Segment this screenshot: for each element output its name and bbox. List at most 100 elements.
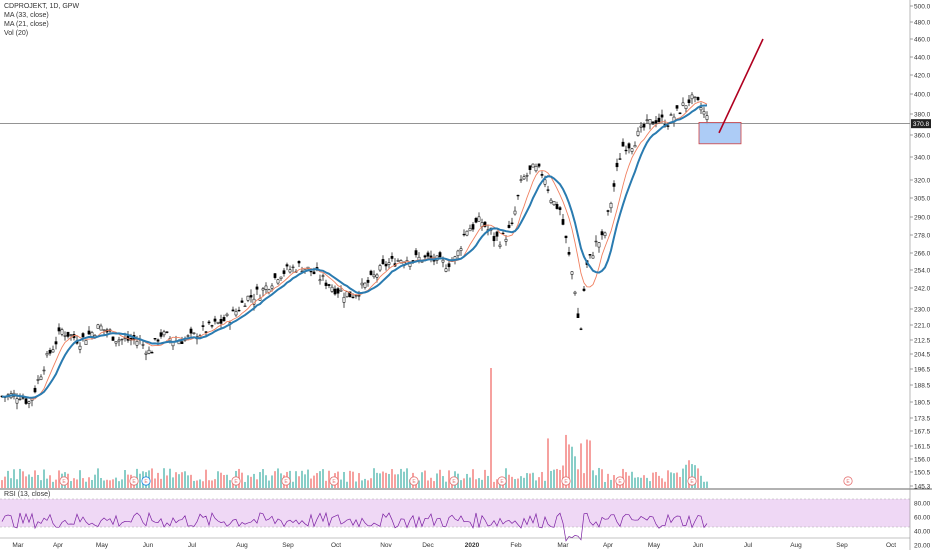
- candle-body: [291, 266, 295, 269]
- candle-body: [156, 339, 160, 342]
- price-tick-label: 221.0: [914, 322, 931, 329]
- volume-bar: [577, 469, 579, 488]
- volume-bar: [244, 481, 246, 488]
- time-tick-label: Oct: [886, 542, 896, 549]
- candle-body: [687, 99, 691, 104]
- volume-bar: [163, 468, 165, 488]
- candle-body: [207, 321, 211, 324]
- volume-bar: [493, 481, 495, 488]
- candle-body: [60, 329, 64, 335]
- earnings-marker-label: E: [564, 479, 568, 485]
- rsi-legend[interactable]: RSI (13, close): [4, 491, 51, 498]
- earnings-marker-label: E: [618, 479, 622, 485]
- volume-bar: [487, 475, 489, 488]
- volume-bar: [70, 481, 72, 488]
- candle-body: [498, 244, 502, 247]
- volume-bar: [433, 481, 435, 488]
- legend-vol[interactable]: Vol (20): [4, 30, 29, 37]
- earnings-marker: [497, 476, 507, 486]
- candle-body: [285, 264, 289, 267]
- volume-bar: [322, 469, 324, 488]
- chart-legend: CDPROJEKT, 1D, GPW MA (33, close) MA (21…: [4, 2, 79, 38]
- candle-body: [657, 117, 661, 123]
- earnings-marker-label: E: [234, 479, 238, 485]
- volume-bar: [361, 480, 363, 488]
- candle-body: [363, 282, 367, 288]
- legend-ma33[interactable]: MA (33, close): [4, 12, 49, 19]
- time-axis[interactable]: Mar Apr May Jun Jul Aug Sep Oct Nov Dec 2020 Feb Mar…: [0, 537, 910, 549]
- candle-body: [42, 369, 46, 372]
- price-pane[interactable]: [0, 38, 932, 490]
- legend-ma21[interactable]: MA (21, close): [4, 21, 49, 28]
- candle-body: [384, 263, 388, 267]
- volume-bar: [157, 472, 159, 488]
- candle-body: [525, 175, 529, 177]
- price-tick-label: 440.0: [914, 54, 931, 61]
- candle-body: [54, 341, 58, 345]
- volume-bar: [187, 475, 189, 488]
- volume-bar: [649, 481, 651, 488]
- volume-bar: [259, 472, 261, 488]
- candle-body: [423, 255, 427, 258]
- legend-symbol[interactable]: CDPROJEKT, 1D, GPW: [4, 3, 80, 10]
- price-axis[interactable]: 500.0 480.0 460.0 440.0 420.0 400.0 380.0 360.0…: [909, 0, 931, 550]
- volume-bar: [424, 470, 426, 488]
- volume-bar: [607, 473, 609, 488]
- candle-body: [531, 163, 535, 168]
- volume-bar: [250, 476, 252, 488]
- volume-bar: [181, 472, 183, 488]
- price-tick-label: 161.5: [914, 443, 931, 450]
- candle-body: [333, 288, 337, 295]
- volume-bar: [262, 469, 264, 488]
- earnings-marker-label: E: [412, 479, 416, 485]
- candle-body: [255, 286, 259, 290]
- candle-body: [519, 179, 523, 181]
- price-tick-label: 480.0: [914, 19, 931, 26]
- volume-bar: [91, 479, 93, 488]
- volume-bar: [4, 476, 6, 488]
- volume-bar: [16, 479, 18, 488]
- time-tick-label: Nov: [380, 542, 392, 549]
- volume-bar: [376, 472, 378, 488]
- earnings-marker: [231, 476, 241, 486]
- time-tick-label: May: [648, 542, 661, 549]
- candle-body: [516, 194, 520, 197]
- candle-body: [513, 210, 517, 215]
- volume-bar: [553, 469, 555, 488]
- candle-body: [543, 179, 547, 185]
- candle-body: [204, 331, 208, 333]
- volume-bar: [211, 480, 213, 488]
- volume-bar: [661, 478, 663, 488]
- price-tick-label: 167.5: [914, 428, 931, 435]
- volume-bar: [343, 471, 345, 488]
- volume-bar: [367, 480, 369, 488]
- volume-bar: [349, 470, 351, 488]
- earnings-marker-label: E: [132, 479, 136, 485]
- volume-bar: [241, 472, 243, 488]
- price-tick-label: 204.5: [914, 351, 931, 358]
- price-tick-label: 173.5: [914, 415, 931, 422]
- volume-bar: [151, 468, 153, 488]
- time-tick-label: Jul: [188, 542, 197, 549]
- volume-bar: [664, 481, 666, 488]
- candle-body: [276, 279, 280, 284]
- volume-bar: [628, 475, 630, 488]
- volume-bar: [427, 480, 429, 488]
- candle-body: [336, 288, 340, 294]
- volume-bar: [478, 478, 480, 488]
- volume-bar: [1, 480, 3, 488]
- candle-body: [144, 352, 148, 355]
- candle-body: [348, 291, 352, 298]
- volume-bar: [310, 478, 312, 488]
- volume-bar: [88, 477, 90, 488]
- volume-bar: [445, 481, 447, 488]
- volume-bar: [373, 468, 375, 488]
- volume-bar: [511, 476, 513, 488]
- earnings-marker: [129, 476, 139, 486]
- candle-body: [63, 335, 67, 337]
- volume-bar: [532, 472, 534, 488]
- volume-bar: [598, 467, 600, 488]
- time-tick-label: Aug: [236, 542, 248, 549]
- volume-bar: [28, 474, 30, 488]
